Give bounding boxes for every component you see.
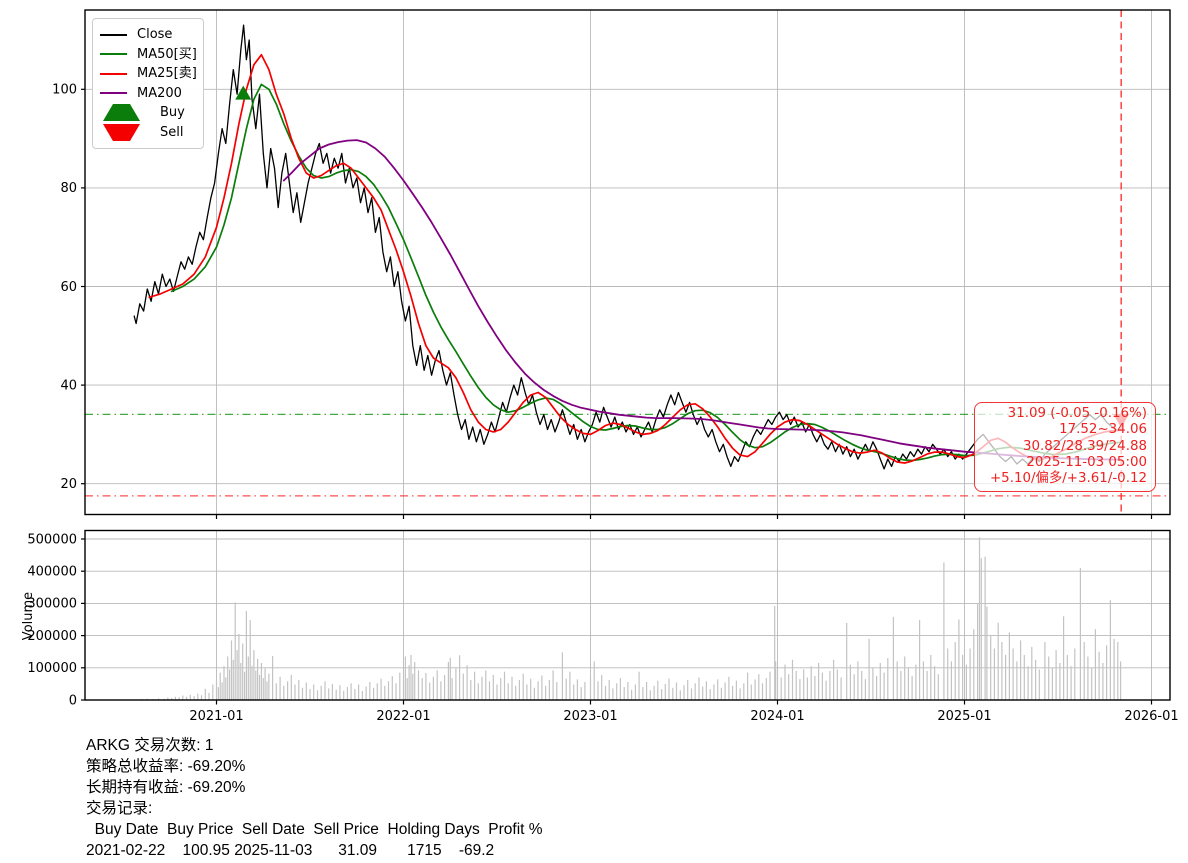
x-tick-label: 2026-01 xyxy=(1124,709,1178,724)
trade-table-row: 2021-02-22 100.95 2025-11-03 31.09 1715 … xyxy=(86,841,495,859)
legend-item-ma25: MA25[卖] xyxy=(100,64,197,84)
legend-label-ma200: MA200 xyxy=(137,85,182,101)
legend-item-buy: Buy xyxy=(100,103,195,123)
strategy-summary: ARKG 交易次数: 1 策略总收益率: -69.20% 长期持有收益: -69… xyxy=(86,736,543,861)
legend-item-ma50: MA50[买] xyxy=(100,45,197,65)
close-line-swatch xyxy=(100,33,127,36)
legend-label-buy: Buy xyxy=(160,105,185,121)
buy-marker xyxy=(235,85,252,100)
ma50-line-swatch xyxy=(100,53,127,56)
legend-label-ma25: MA25[卖] xyxy=(137,66,197,82)
legend-item-sell: Sell xyxy=(100,123,195,143)
legend-item-close: Close xyxy=(100,25,195,45)
x-tick-label: 2021-01 xyxy=(189,709,243,724)
annot-range: 17.52~34.06 xyxy=(1059,422,1147,438)
volume-tick-label: 500000 xyxy=(27,532,77,547)
volume-tick-label: 200000 xyxy=(27,629,77,644)
legend-label-close: Close xyxy=(137,27,173,43)
legend-label-sell: Sell xyxy=(160,124,184,140)
x-tick-label: 2025-01 xyxy=(937,709,991,724)
x-tick-label: 2024-01 xyxy=(750,709,804,724)
volume-tick-label: 100000 xyxy=(27,661,77,676)
price-tick-label: 100 xyxy=(52,83,77,98)
legend-label-ma50: MA50[买] xyxy=(137,46,197,62)
summary-trade-count: ARKG 交易次数: 1 xyxy=(86,737,214,754)
volume-tick-label: 400000 xyxy=(27,565,77,580)
chart-legend: Close MA50[买] MA25[卖] MA200 Buy Sell xyxy=(92,18,204,149)
price-tick-label: 20 xyxy=(60,477,77,492)
annot-price-change: 31.09 (-0.05 -0.16%) xyxy=(1007,406,1147,421)
volume-tick-label: 0 xyxy=(69,693,77,708)
volume-axis-label: Volume xyxy=(21,592,36,640)
volume-tick-label: 300000 xyxy=(27,597,77,612)
volume-panel-frame xyxy=(84,529,1171,701)
x-tick-label: 2023-01 xyxy=(563,709,617,724)
price-tick-label: 60 xyxy=(60,280,77,295)
x-tick-label: 2022-01 xyxy=(376,709,430,724)
ma25-line-swatch xyxy=(100,72,127,75)
close-line xyxy=(133,24,1122,470)
info-annotation-box: 31.09 (-0.05 -0.16%) 17.52~34.06 30.82/2… xyxy=(974,402,1156,492)
summary-strategy-return: 策略总收益率: -69.20% xyxy=(86,757,246,775)
ma25-line xyxy=(148,53,1123,464)
price-tick-label: 40 xyxy=(60,378,77,393)
summary-trade-record-title: 交易记录: xyxy=(86,799,153,817)
annot-signal: +5.10/偏多/+3.61/-0.12 xyxy=(989,471,1147,487)
trade-table-header: Buy Date Buy Price Sell Date Sell Price … xyxy=(86,820,543,838)
legend-item-ma200: MA200 xyxy=(100,84,195,104)
buy-triangle-icon xyxy=(103,104,140,122)
ma50-line xyxy=(170,83,1123,462)
main-panel-frame xyxy=(84,9,1171,516)
summary-holding-return: 长期持有收益: -69.20% xyxy=(86,778,246,796)
price-tick-label: 80 xyxy=(60,181,77,196)
ma200-line xyxy=(282,139,1123,461)
annot-ma-values: 30.82/28.39/24.88 xyxy=(1022,438,1147,454)
annot-datetime: 2025-11-03 05:00 xyxy=(1026,454,1147,470)
sell-triangle-icon xyxy=(103,123,140,141)
ma200-line-swatch xyxy=(100,92,127,95)
